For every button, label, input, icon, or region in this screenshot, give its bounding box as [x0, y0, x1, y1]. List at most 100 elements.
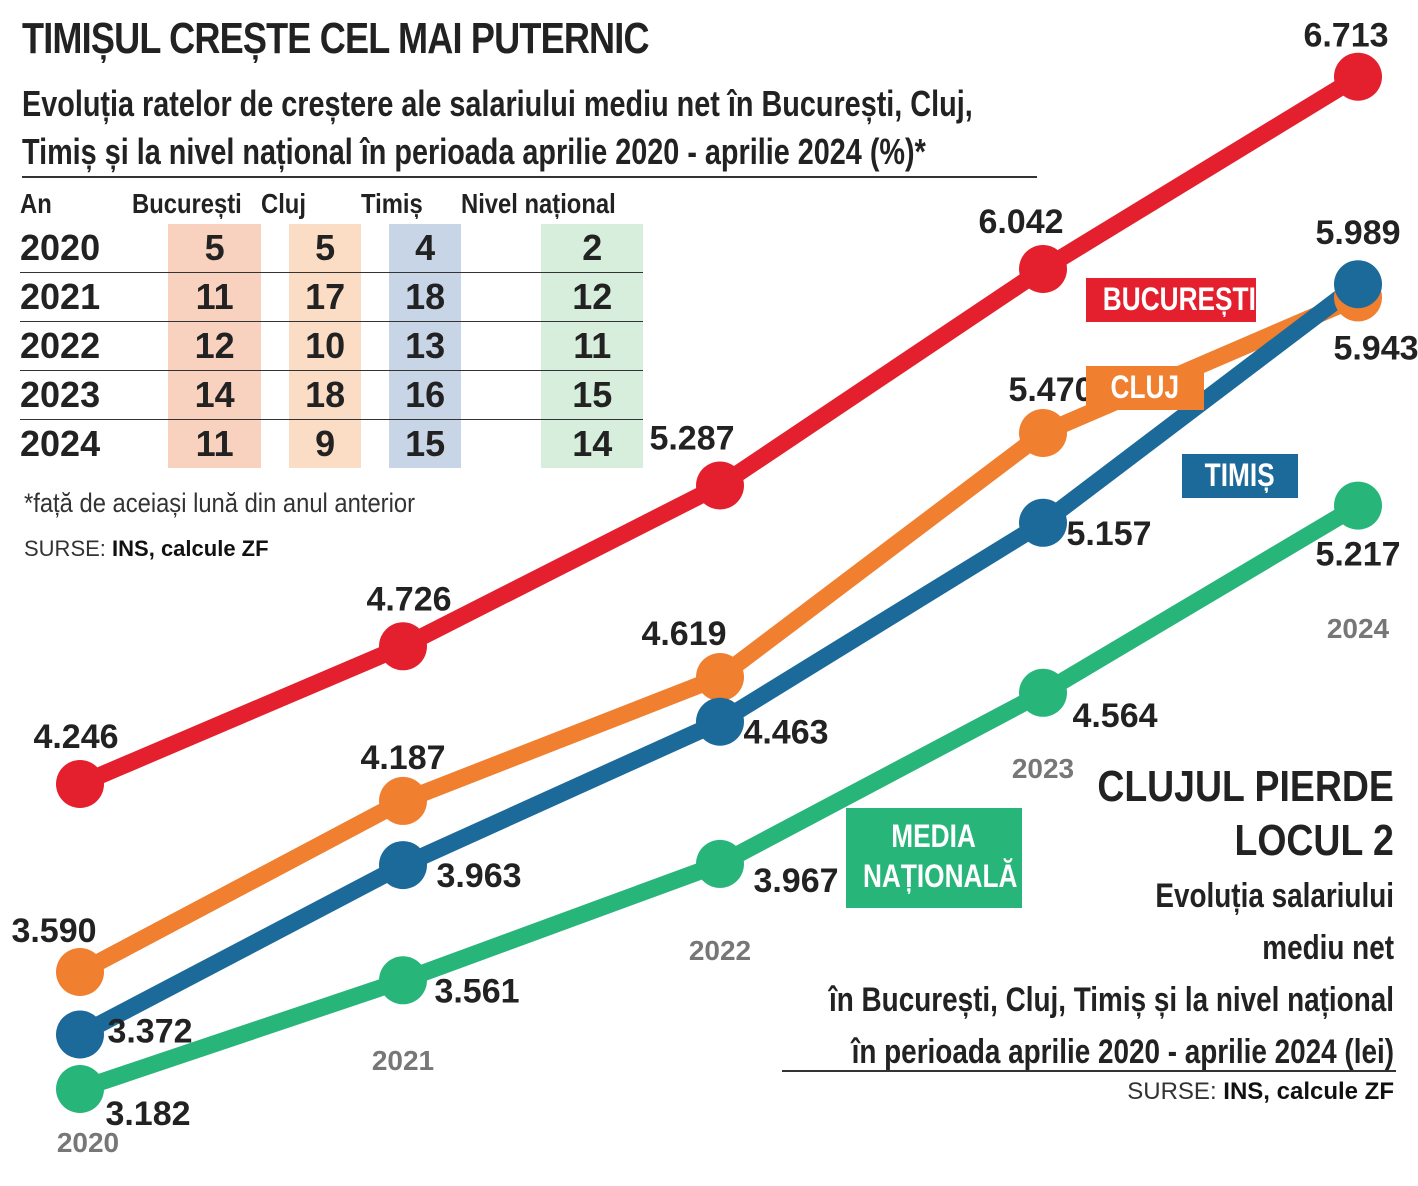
- cluj-cell: 18: [289, 370, 362, 420]
- bucuresti-cell: 14: [168, 370, 262, 420]
- data-point: [379, 841, 427, 890]
- header-cluj: Cluj: [261, 188, 307, 219]
- data-label: 3.967: [753, 862, 838, 900]
- data-point: [1019, 668, 1067, 717]
- sources-value: INS, calcule ZF: [1223, 1078, 1394, 1105]
- sources-value: INS, calcule ZF: [112, 536, 269, 561]
- sources-top: SURSE: INS, calcule ZF: [24, 536, 269, 562]
- data-label: 5.989: [1315, 214, 1400, 252]
- data-label: 3.182: [105, 1095, 190, 1133]
- header-timis: Timiș: [361, 188, 423, 219]
- label-media-nationala: MEDIA NAȚIONALĂ: [846, 808, 1022, 908]
- growth-rates-table: An București Cluj Timiș Nivel național 2…: [20, 184, 644, 468]
- data-point: [1019, 245, 1067, 293]
- bucuresti-cell: 11: [168, 272, 262, 322]
- table-row: 2024 11 9 15 14: [20, 419, 644, 468]
- sources-bottom: SURSE: INS, calcule ZF: [1127, 1078, 1394, 1106]
- data-point: [696, 461, 744, 510]
- secondary-subtitle: Evoluția salariului mediu net în Bucureș…: [705, 870, 1394, 1078]
- data-point: [56, 760, 104, 808]
- header-an: An: [20, 188, 52, 219]
- year-cell: 2020: [20, 224, 132, 273]
- data-point: [696, 839, 744, 888]
- secondary-title-line-2: LOCUL 2: [1234, 816, 1394, 865]
- sources-label: SURSE:: [1127, 1078, 1217, 1105]
- data-label: 5.287: [649, 420, 734, 458]
- label-timis: TIMIȘ: [1182, 454, 1298, 498]
- secondary-subtitle-line-4: în perioada aprilie 2020 - aprilie 2024 …: [851, 1033, 1394, 1071]
- secondary-subtitle-line-3: în București, Cluj, Timiș și la nivel na…: [829, 981, 1394, 1019]
- year-cell: 2024: [20, 423, 101, 464]
- data-point: [56, 948, 104, 996]
- subtitle-line-2: Timiș și la nivel național în perioada a…: [22, 131, 926, 172]
- header-nivel-national: Nivel național: [461, 188, 616, 219]
- data-point: [1334, 481, 1382, 530]
- data-point: [1019, 409, 1067, 457]
- table-row: 2020 5 5 4 2: [20, 224, 644, 273]
- data-point: [56, 1010, 104, 1059]
- data-label: 5.470: [1008, 371, 1093, 409]
- data-point: [1334, 52, 1382, 101]
- subtitle-line-1: Evoluția ratelor de creștere ale salariu…: [22, 83, 973, 124]
- table-header-row: An București Cluj Timiș Nivel național: [20, 184, 643, 224]
- data-point: [696, 697, 744, 746]
- cluj-cell: 9: [289, 419, 362, 468]
- data-label: 3.372: [107, 1013, 192, 1051]
- chart-title: TIMIȘUL CREȘTE CEL MAI PUTERNIC: [22, 14, 650, 63]
- data-label: 6.042: [978, 203, 1063, 241]
- data-label: 6.713: [1303, 17, 1388, 55]
- data-point: [1019, 498, 1067, 547]
- cluj-cell: 17: [289, 272, 362, 322]
- secondary-subtitle-line-2: mediu net: [1262, 929, 1394, 967]
- data-point: [696, 653, 744, 701]
- title-divider: [22, 176, 1037, 178]
- bucuresti-cell: 11: [168, 419, 262, 468]
- data-label: 4.463: [743, 714, 828, 752]
- timis-cell: 13: [389, 321, 462, 371]
- data-label: 4.187: [360, 739, 445, 777]
- data-label: 4.564: [1072, 697, 1157, 735]
- data-point: [379, 956, 427, 1005]
- timis-cell: 15: [389, 419, 462, 468]
- bottom-divider: [782, 1070, 1396, 1072]
- data-point: [1334, 260, 1382, 309]
- x-tick-label: 2023: [1012, 753, 1074, 784]
- national-cell: 2: [541, 224, 644, 273]
- secondary-title-line-1: CLUJUL PIERDE: [1097, 762, 1394, 811]
- label-bucuresti: BUCUREȘTI: [1086, 278, 1256, 322]
- cluj-cell: 10: [289, 321, 362, 371]
- cluj-cell: 5: [289, 224, 362, 273]
- header-bucuresti: București: [132, 188, 242, 219]
- data-point: [56, 1065, 104, 1113]
- label-cluj: CLUJ: [1086, 366, 1204, 410]
- data-label: 4.619: [641, 615, 726, 653]
- data-label: 3.590: [11, 912, 96, 950]
- timis-cell: 18: [389, 272, 462, 322]
- timis-cell: 4: [389, 224, 462, 273]
- data-point: [379, 776, 427, 825]
- secondary-subtitle-line-1: Evoluția salariului: [1155, 877, 1394, 915]
- national-cell: 11: [541, 321, 644, 371]
- data-label: 4.246: [33, 718, 118, 756]
- data-label: 5.217: [1315, 536, 1400, 574]
- data-label: 3.963: [436, 857, 521, 895]
- national-cell: 15: [541, 370, 644, 420]
- national-cell: 14: [541, 419, 644, 468]
- x-tick-label: 2020: [57, 1127, 119, 1158]
- chart-subtitle: Evoluția ratelor de creștere ale salariu…: [22, 80, 973, 176]
- national-cell: 12: [541, 272, 644, 322]
- bucuresti-cell: 5: [168, 224, 262, 273]
- data-label: 4.726: [366, 580, 451, 618]
- table-row: 2022 12 10 13 11: [20, 321, 644, 371]
- data-label: 5.157: [1066, 515, 1151, 553]
- secondary-title: CLUJUL PIERDE LOCUL 2: [1045, 760, 1394, 868]
- table-row: 2021 11 17 18 12: [20, 272, 644, 322]
- footnote: *față de aceiași lună din anul anterior: [24, 488, 415, 518]
- x-tick-label: 2022: [689, 935, 751, 966]
- year-cell: 2021: [20, 272, 132, 322]
- year-cell: 2022: [20, 321, 132, 371]
- table-row: 2023 14 18 16 15: [20, 370, 644, 420]
- data-label: 5.943: [1333, 329, 1418, 367]
- sources-label: SURSE:: [24, 536, 106, 561]
